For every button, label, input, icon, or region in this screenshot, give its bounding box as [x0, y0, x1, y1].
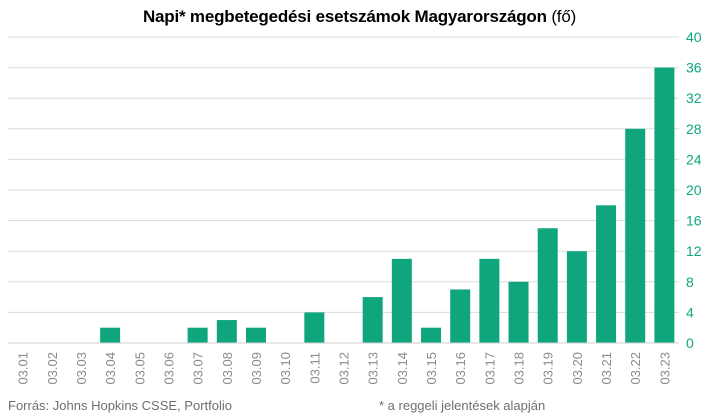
bar [245, 327, 266, 343]
x-tick-label: 03.13 [366, 352, 381, 385]
bar [216, 320, 237, 343]
y-tick-label: 32 [686, 90, 702, 106]
x-tick-label: 03.18 [512, 352, 527, 385]
chart-title-main: Napi* megbetegedési esetszámok Magyarors… [142, 7, 547, 26]
x-tick-label: 03.12 [337, 352, 352, 385]
x-tick-label: 03.08 [220, 352, 235, 385]
bar [596, 205, 617, 343]
x-tick-label: 03.07 [191, 352, 206, 385]
bar [362, 297, 383, 343]
y-axis-tick-labels: 0 4 8 12 16 20 24 28 32 36 40 [686, 29, 702, 351]
y-tick-label: 24 [686, 151, 702, 167]
x-tick-label: 03.23 [657, 352, 672, 385]
x-tick-label: 03.14 [395, 352, 410, 385]
x-tick-label: 03.22 [628, 352, 643, 385]
x-tick-label: 03.21 [599, 352, 614, 385]
y-tick-label: 12 [686, 243, 702, 259]
bar [100, 327, 121, 343]
x-tick-label: 03.19 [541, 352, 556, 385]
x-tick-label: 03.09 [249, 352, 264, 385]
bar [479, 258, 500, 343]
bar [304, 312, 325, 343]
source-note: Forrás: Johns Hopkins CSSE, Portfolio [8, 398, 232, 413]
bar [654, 67, 675, 343]
x-tick-label: 03.04 [103, 352, 118, 385]
y-tick-label: 0 [686, 335, 694, 351]
x-tick-label: 03.05 [132, 352, 147, 385]
y-tick-label: 40 [686, 29, 702, 45]
chart-title-unit: (fő) [551, 7, 577, 26]
y-tick-label: 4 [686, 304, 694, 320]
footnote: * a reggeli jelentések alapján [379, 398, 546, 413]
x-tick-label: 03.01 [16, 352, 31, 385]
x-axis-tick-labels: 03.01 03.02 03.03 03.04 03.05 03.06 03.07 03.08… [16, 352, 673, 385]
x-tick-label: 03.16 [453, 352, 468, 385]
x-tick-label: 03.11 [307, 352, 322, 384]
bar [508, 281, 529, 343]
x-tick-label: 03.17 [482, 352, 497, 385]
x-tick-label: 03.10 [278, 352, 293, 385]
y-tick-label: 28 [686, 121, 702, 137]
y-tick-label: 8 [686, 274, 694, 290]
x-tick-label: 03.15 [424, 352, 439, 385]
x-tick-label: 03.20 [570, 352, 585, 385]
y-tick-label: 36 [686, 60, 702, 76]
chart-title: Napi* megbetegedési esetszámok Magyarors… [0, 7, 719, 27]
bar [450, 289, 471, 343]
bars [100, 67, 675, 343]
bar [625, 128, 646, 343]
bar [566, 251, 587, 343]
bar [187, 327, 208, 343]
bar [391, 258, 412, 343]
x-tick-label: 03.03 [74, 352, 89, 385]
y-tick-label: 20 [686, 182, 702, 198]
bar [421, 327, 442, 343]
x-tick-label: 03.06 [161, 352, 176, 385]
bar [537, 228, 558, 343]
x-tick-label: 03.02 [45, 352, 60, 385]
y-tick-label: 16 [686, 213, 702, 229]
